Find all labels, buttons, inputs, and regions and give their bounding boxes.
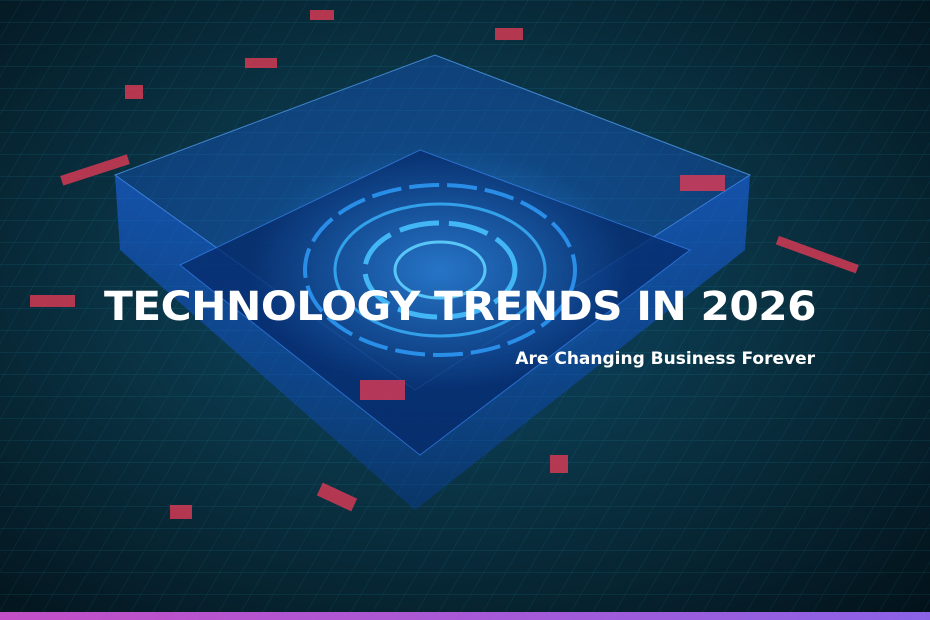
subtitle: Are Changing Business Forever [515,349,815,369]
chip-graphic [113,54,752,510]
accent-bar [0,612,930,620]
red-accents [30,10,859,519]
title: TECHNOLOGY TRENDS IN 2026 [104,284,816,330]
